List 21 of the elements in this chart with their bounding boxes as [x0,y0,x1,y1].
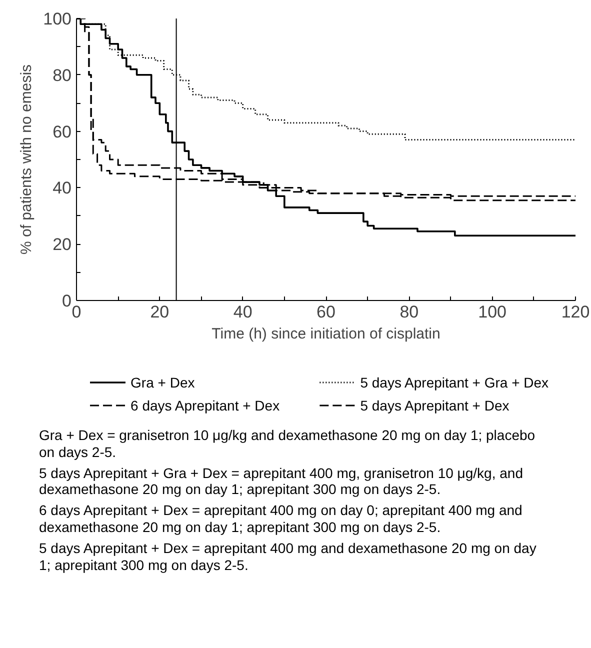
text: 5 days Aprepitant + Dex = aprepitant 400 mg and dexamethasone 20 mg on day 1; aprepitant 300 mg on days 2-5. [39,540,538,574]
y-tick-label: 60 [52,122,72,142]
x-tick-label: 20 [150,302,170,322]
x-tick-label: 40 [233,302,252,322]
legend-label: 5 days Aprepitant + Dex [360,398,510,414]
x-tick-label: 60 [316,302,336,322]
text: 6 days Aprepitant + Dex = aprepitant 400 mg on day 0; aprepitant 400 mg and dexamethasone 20 mg on day 1; aprepitant 300 mg on days 2-5. [39,502,524,536]
y-axis-title: % of patients with no emesis [18,64,36,255]
legend-label: Gra + Dex [130,374,195,390]
x-tick-label: 120 [561,302,590,322]
y-tick-label: 100 [43,10,72,28]
legend-label: 6 days Aprepitant + Dex [130,398,280,414]
y-tick-label: 20 [52,235,72,254]
legend-label: 5 days Aprepitant + Gra + Dex [360,374,549,390]
text: 5 days Aprepitant + Gra + Dex = aprepitant 400 mg, granisetron 10 μg/kg, and dexamethasone 20 mg on day 1; aprepitant 300 mg on days 2-5. [39,464,524,498]
x-tick-label: 100 [478,302,507,322]
x-tick-label: 80 [400,302,419,322]
y-tick-label: 80 [52,66,72,85]
text: Gra + Dex = granisetron 10 μg/kg and dexamethasone 20 mg on day 1; placebo on days 2-5. [39,427,536,461]
x-axis-title: Time (h) since initiation of cisplatin [212,326,440,342]
y-tick-label: 40 [52,178,72,198]
